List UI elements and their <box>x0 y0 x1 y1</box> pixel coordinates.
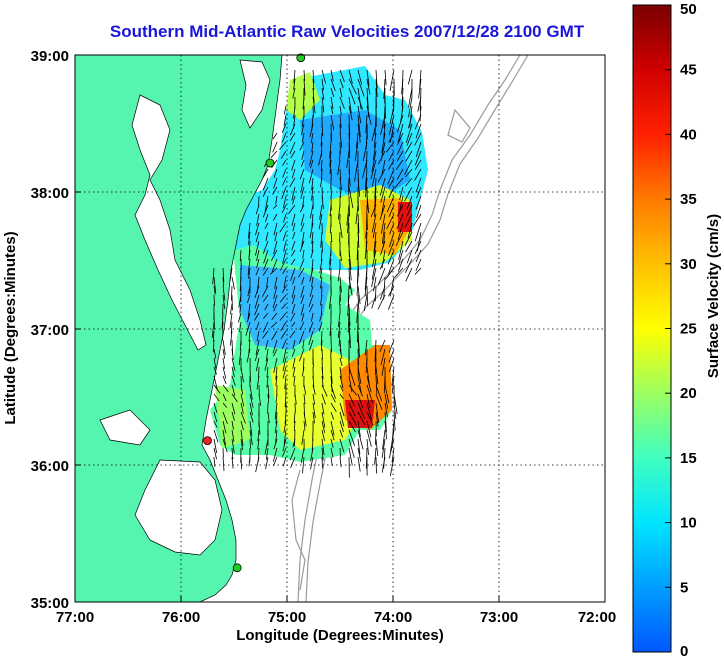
lat-lon-grid <box>75 55 605 602</box>
y-tick-label: 38:00 <box>31 185 69 202</box>
colorbar-tick-label: 40 <box>680 126 697 143</box>
y-tick-label: 37:00 <box>31 322 69 339</box>
y-tick-label: 39:00 <box>31 48 69 65</box>
colorbar-tick-label: 50 <box>680 1 697 18</box>
colorbar-tick-label: 5 <box>680 579 688 596</box>
bays <box>99 59 271 556</box>
colorbar-tick-label: 35 <box>680 191 697 208</box>
map-title: Southern Mid-Atlantic Raw Velocities 200… <box>109 22 585 41</box>
x-axis-label: Longitude (Degrees:Minutes) <box>236 627 444 644</box>
colorbar-label: Surface Velocity (cm/s) <box>705 214 722 378</box>
velocity-arrows <box>211 69 422 478</box>
radar-station-marker <box>296 53 306 63</box>
x-tick-label: 76:00 <box>162 609 200 626</box>
x-tick-label: 73:00 <box>480 609 518 626</box>
colorbar-tick-label: 45 <box>680 62 697 79</box>
x-tick-label: 75:00 <box>268 609 306 626</box>
x-tick-label: 74:00 <box>374 609 412 626</box>
radar-stations <box>203 53 306 573</box>
y-tick-label: 35:00 <box>31 595 69 612</box>
x-tick-label: 72:00 <box>578 609 616 626</box>
radar-station-marker <box>232 563 242 573</box>
radar-station-marker <box>203 436 212 446</box>
colorbar-tick-label: 10 <box>680 515 697 532</box>
colorbar-tick-label: 15 <box>680 450 697 467</box>
radar-station-marker <box>265 158 275 168</box>
tick-marks <box>74 54 606 603</box>
x-tick-label: 77:00 <box>56 609 94 626</box>
colorbar-tick-label: 20 <box>680 385 697 402</box>
y-tick-label: 36:00 <box>31 458 69 475</box>
colorbar-ticks: 0 5 10 15 20 25 30 35 40 45 50 <box>665 1 697 659</box>
colorbar-tick-label: 25 <box>680 321 697 338</box>
colorbar-tick-label: 0 <box>680 643 688 659</box>
colorbar <box>632 4 672 653</box>
colorbar-tick-label: 30 <box>680 256 697 273</box>
y-axis-label: Latitude (Degrees:Minutes) <box>2 231 19 424</box>
